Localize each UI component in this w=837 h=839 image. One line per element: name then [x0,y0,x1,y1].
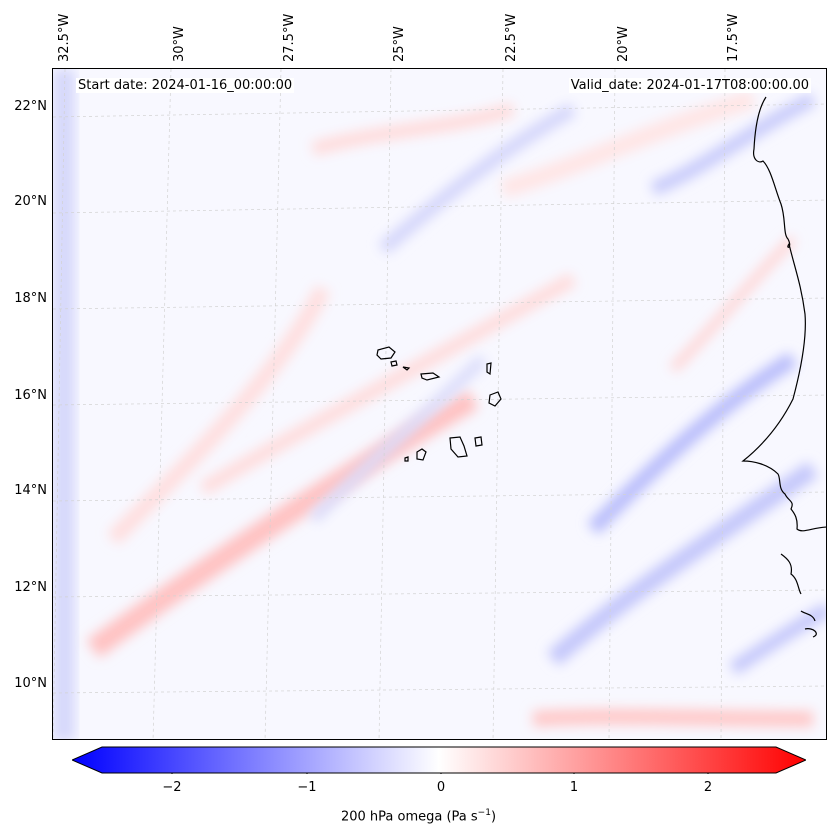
coastline-islands [376,346,502,462]
colorbar-tick-label: −1 [297,780,317,795]
latitude-label: 14°N [14,483,47,498]
latitude-label: 20°N [14,194,47,209]
colorbar [72,746,806,774]
graticule [53,69,826,739]
colorbar-label-exponent: −1 [477,808,491,818]
latitude-label: 10°N [14,676,47,691]
field-west-edge-band [53,69,75,739]
map-panel [52,68,827,740]
latitude-label: 22°N [14,99,47,114]
colorbar-tick-label: 2 [703,780,713,795]
colorbar-gradient [72,746,806,774]
longitude-label: 27.5°W [282,13,297,62]
colorbar-tick-label: −2 [162,780,182,795]
longitude-label: 30°W [172,26,187,62]
longitude-label: 32.5°W [57,13,72,62]
colorbar-tick-label: 1 [569,780,579,795]
coastline-guinea [780,553,817,638]
start-date-label: Start date: 2024-01-16_00:00:00 [76,78,295,93]
field-positive-streaks [86,90,814,727]
latitude-label: 16°N [14,388,47,403]
longitude-label: 17.5°W [726,13,741,62]
longitude-label: 25°W [392,26,407,62]
longitude-label: 22.5°W [504,13,519,62]
coastline-africa [741,96,826,532]
omega-field-map [53,69,826,739]
colorbar-tick-label: 0 [436,780,446,795]
longitude-label: 20°W [616,26,631,62]
colorbar-label: 200 hPa omega (Pa s−1) [0,808,837,824]
colorbar-label-close: ) [490,809,497,825]
colorbar-label-text: 200 hPa omega (Pa s [340,809,478,825]
valid-date-label: Valid_date: 2024-01-17T08:00:00.00 [568,78,811,93]
latitude-label: 18°N [14,291,47,306]
field-negative-streaks [308,92,826,675]
latitude-label: 12°N [14,580,47,595]
